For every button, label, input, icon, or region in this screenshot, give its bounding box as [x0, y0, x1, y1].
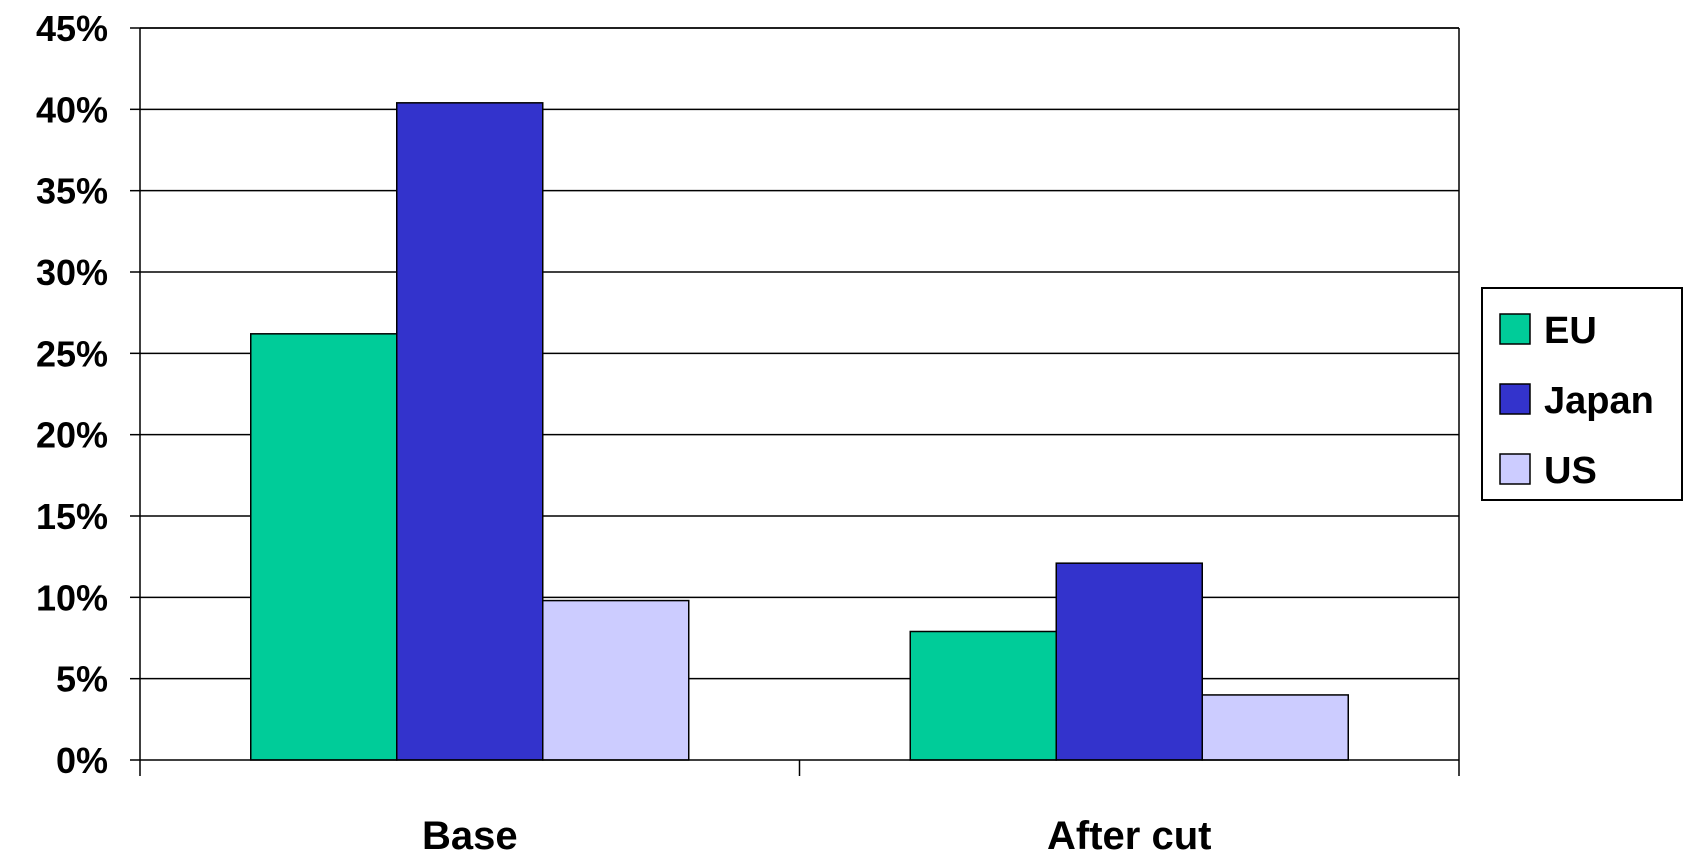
y-tick-label: 45% — [36, 8, 108, 49]
y-tick-label: 25% — [36, 333, 108, 374]
y-tick-label: 15% — [36, 496, 108, 537]
legend-swatch-eu — [1499, 313, 1531, 345]
bar-japan-base — [396, 102, 544, 761]
y-tick-label: 40% — [36, 89, 108, 130]
legend: EU Japan US — [1481, 287, 1683, 501]
y-tick-label: 10% — [36, 577, 108, 618]
legend-label-us: US — [1544, 450, 1597, 492]
y-tick-label: 0% — [56, 740, 108, 781]
bar-eu-base — [250, 333, 398, 761]
legend-swatch-japan — [1499, 383, 1531, 415]
y-tick-label: 20% — [36, 415, 108, 456]
y-tick-label: 5% — [56, 659, 108, 700]
x-category-label: After cut — [1047, 814, 1211, 855]
y-tick-label: 35% — [36, 171, 108, 212]
legend-label-japan: Japan — [1544, 380, 1654, 422]
x-category-label: Base — [422, 814, 518, 855]
bars — [250, 102, 1349, 761]
bar-us-after-cut — [1201, 694, 1349, 761]
axes — [130, 27, 1460, 776]
bar-us-base — [542, 599, 690, 761]
legend-swatch-us — [1499, 453, 1531, 485]
legend-label-eu: EU — [1544, 310, 1597, 352]
bar-japan-after-cut — [1055, 562, 1203, 761]
bar-eu-after-cut — [909, 630, 1057, 761]
y-tick-labels: 0% 5% 10% 15% 20% 25% 30% 35% 40% 45% — [36, 8, 108, 781]
y-tick-label: 30% — [36, 252, 108, 293]
x-category-labels: Base After cut — [422, 814, 1212, 855]
